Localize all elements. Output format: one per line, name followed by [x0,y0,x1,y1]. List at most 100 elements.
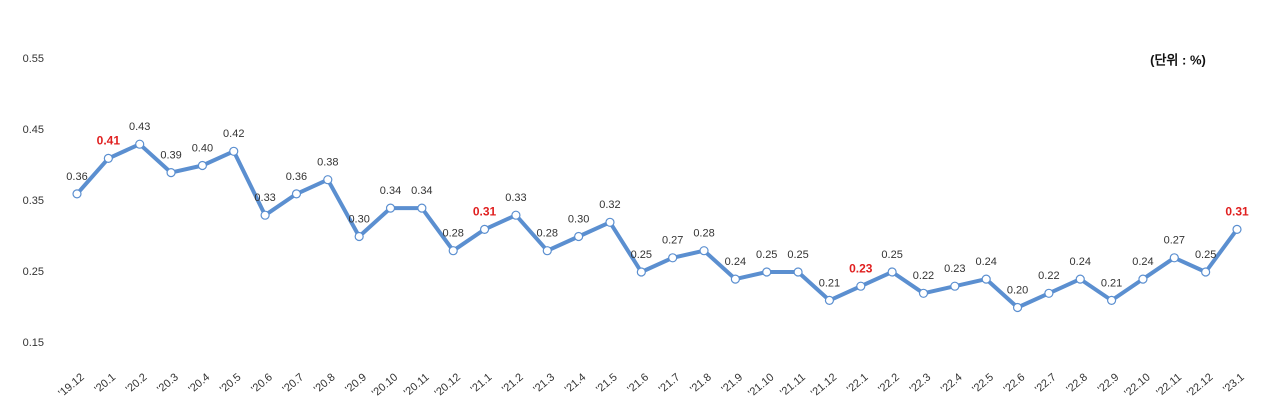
x-tick-label: '22.8 [1064,371,1090,395]
data-label: 0.34 [411,185,432,197]
point [197,160,208,171]
data-label: 0.23 [944,263,965,275]
point [354,231,364,242]
data-label: 0.22 [913,270,934,282]
data-label: 0.20 [1007,284,1028,296]
point [574,231,584,242]
point [135,139,145,149]
point [1044,288,1054,298]
y-tick-label: 0.55 [23,53,44,65]
point [1169,253,1179,263]
data-label: 0.36 [286,171,307,183]
x-tick-label: '22.6 [1002,371,1028,395]
data-label: 0.24 [725,256,746,268]
data-label: 0.25 [881,249,902,261]
point [918,288,929,298]
y-tick-label: 0.45 [23,124,44,136]
x-tick-label: '20.5 [218,371,244,395]
x-tick-label: '22.1 [845,371,871,395]
data-label: 0.38 [317,157,338,169]
point [166,168,176,178]
point [479,224,490,234]
data-label: 0.24 [975,256,996,268]
point [887,267,897,277]
point [1012,302,1023,313]
x-tick-label: '20.1 [92,371,118,395]
data-label: 0.25 [631,249,652,261]
data-label: 0.40 [192,142,213,154]
data-label: 0.28 [537,228,558,240]
x-tick-label: '19.12 [56,371,86,399]
point [448,246,458,256]
line [75,142,1239,310]
data-label: 0.30 [568,213,589,225]
x-tick-label: '20.12 [433,371,463,399]
x-tick-label: '22.5 [970,371,996,395]
data-label: 0.21 [1101,277,1122,289]
y-tick-label: 0.25 [23,266,44,278]
point [824,295,835,305]
x-tick-label: '21.7 [657,371,683,395]
data-label: 0.33 [254,192,275,204]
x-tick-label: '22.4 [939,371,965,395]
unit-annotation: (단위 : %) [1150,52,1206,67]
x-tick-label: '20.2 [124,371,150,395]
point [417,203,427,213]
x-tick-label: '23.1 [1221,371,1247,395]
point [291,189,302,199]
x-tick-label: '21.6 [625,371,651,395]
data-label: 0.22 [1038,270,1059,282]
point [605,217,615,227]
x-tick-label: '21.3 [531,371,557,395]
y-tick-label: 0.35 [23,195,44,207]
x-tick-label: '21.11 [778,371,808,399]
point [762,267,772,277]
point [668,253,678,263]
point [856,281,866,291]
point [103,153,113,163]
data-label: 0.42 [223,128,244,140]
x-tick-label: '22.10 [1122,371,1152,399]
x-tick-label: '20.4 [186,371,212,395]
x-tick-label: '21.5 [594,371,620,395]
x-tick-label: '20.7 [281,371,307,395]
point [1106,295,1117,305]
point [323,175,333,185]
point [511,210,521,220]
data-label: 0.24 [1132,256,1153,268]
point [542,246,552,256]
data-label: 0.25 [787,249,808,261]
data-label: 0.21 [819,277,840,289]
x-tick-label: '20.10 [370,371,400,399]
point [1232,224,1242,234]
x-tick-label: '22.11 [1154,371,1184,399]
x-tick-label: '22.12 [1185,371,1215,399]
data-label: 0.36 [66,171,87,183]
data-label: 0.34 [380,185,401,197]
data-label: 0.32 [599,199,620,211]
point [72,189,82,199]
data-label: 0.25 [756,249,777,261]
point [730,274,740,284]
x-tick-label: '20.3 [155,371,181,395]
x-tick-label: '22.9 [1096,371,1122,395]
point [385,203,396,213]
data-label: 0.43 [129,121,150,133]
data-label: 0.39 [160,150,181,162]
point [950,281,960,291]
data-label: 0.27 [1164,235,1185,247]
point [636,267,646,277]
x-tick-label: '20.8 [312,371,338,395]
point [699,246,709,256]
data-label: 0.27 [662,235,683,247]
data-label: 0.41 [97,134,121,148]
data-label: 0.28 [443,228,464,240]
x-tick-label: '21.8 [688,371,714,395]
point [1201,267,1211,277]
point [981,274,991,284]
data-label: 0.24 [1070,256,1091,268]
data-label: 0.23 [849,261,873,275]
x-tick-label: '21.12 [809,371,839,399]
x-tick-label: '20.9 [343,371,369,395]
